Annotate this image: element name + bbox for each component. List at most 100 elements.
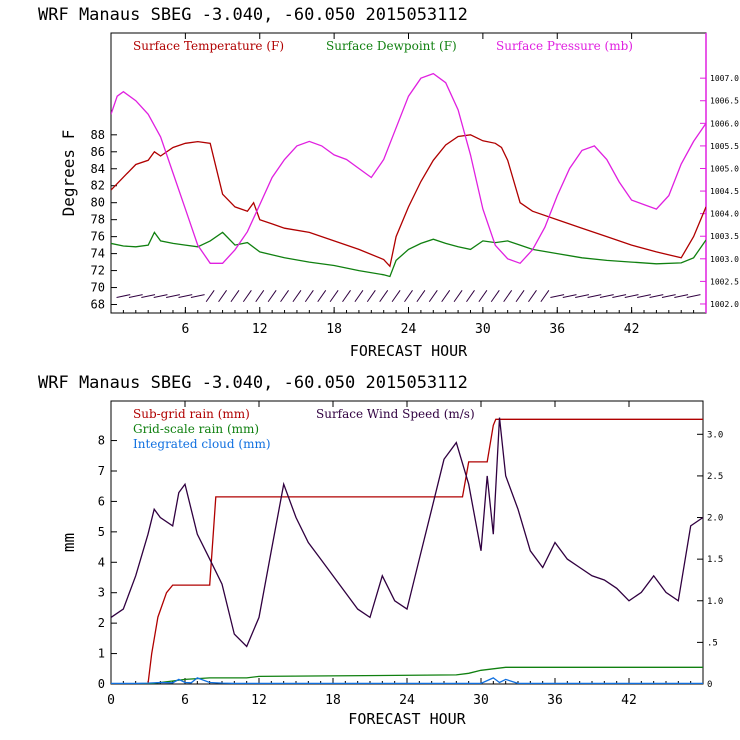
x-tick-label: 30 [473,693,489,708]
y-right-tick-label: 1003.5 [710,232,739,241]
wind-barb [575,294,589,298]
wind-barb [190,294,205,298]
wind-barb [166,294,180,298]
wind-barb [404,290,413,303]
wind-barb [366,290,376,303]
legend-item: Grid-scale rain (mm) [133,422,259,436]
wind-barb [490,290,500,303]
wind-barb [503,290,513,303]
x-tick-label: 36 [547,693,563,708]
y-tick-label: 70 [91,281,105,295]
x-tick-label: 24 [399,693,415,708]
series-line-surface-temperature-f [111,134,706,268]
y-tick-label: 82 [91,179,105,193]
y-right-tick-label: 1004.5 [710,187,739,196]
series-line-surface-dewpoint-f [111,231,706,278]
wind-barb [317,290,327,303]
legend-item: Surface Temperature (F) [133,39,284,53]
x-tick-label: 12 [252,322,268,337]
wind-barb [587,294,602,298]
wind-barb [292,290,302,303]
wind-barb [280,290,289,303]
wind-barb [686,294,701,298]
legend-item: Integrated cloud (mm) [133,437,271,451]
series-line-sub-grid-rain-mm [111,418,703,684]
y-right-tick-label: 1.5 [707,555,723,565]
x-tick-label: 6 [181,693,189,708]
series-line-surface-wind-speed-m-s [111,417,703,648]
wind-barb [453,290,463,303]
y-right-tick-label: 1006.5 [710,97,739,106]
y-tick-label: 80 [91,196,105,210]
wind-barb [562,294,577,298]
wind-barb [478,290,488,303]
x-tick-label: 24 [401,322,417,337]
y-tick-label: 6 [98,494,105,508]
y-tick-label: 68 [91,298,105,312]
wind-barb [141,294,156,298]
x-tick-label: 6 [181,322,189,337]
wind-barb [354,290,364,303]
y-tick-label: 7 [98,464,105,478]
wind-barb [128,294,143,298]
wind-barb [637,294,651,298]
wind-barb [540,290,550,303]
y-tick-label: 84 [91,162,105,176]
legend-item: Surface Dewpoint (F) [326,39,457,53]
y-tick-label: 88 [91,128,105,142]
wind-barb [428,290,438,303]
x-tick-label: 18 [326,322,342,337]
wind-barb [329,290,339,303]
wind-barb [550,294,565,298]
wind-barb [466,290,475,303]
series-line-surface-pressure-mb [111,72,706,265]
x-axis-label: FORECAST HOUR [348,710,466,728]
wind-barb [391,290,401,303]
wind-barb [661,294,676,298]
wind-barb [242,290,252,303]
chart-title: WRF Manaus SBEG -3.040, -60.050 20150531… [38,373,468,393]
chart-title: WRF Manaus SBEG -3.040, -60.050 20150531… [38,5,468,25]
y-tick-label: 4 [98,555,105,569]
y-right-tick-label: 0 [707,680,712,690]
y-right-tick-label: 1004.0 [710,210,739,219]
y-tick-label: 74 [91,247,105,261]
x-tick-label: 30 [475,322,491,337]
y-tick-label: 8 [98,434,105,448]
wind-barb [116,294,131,298]
wind-barb [528,290,537,303]
wind-barb [599,294,614,298]
y-right-tick-label: 1007.0 [710,74,739,83]
wind-barb [230,290,240,303]
y-right-tick-label: 1005.5 [710,142,739,151]
wind-barb [515,290,525,303]
x-axis-label: FORECAST HOUR [350,342,468,360]
y-right-tick-label: 3.0 [707,430,723,440]
legend-item: Sub-grid rain (mm) [133,407,250,421]
y-right-tick-label: 1005.0 [710,164,739,173]
y-right-tick-label: 2.0 [707,514,723,524]
wind-barb [674,294,689,298]
legend-item: Surface Pressure (mb) [496,39,633,53]
y-right-tick-label: 2.5 [707,472,723,482]
x-tick-label: 18 [325,693,341,708]
y-tick-label: 1 [98,647,105,661]
plot-frame [110,32,707,314]
y-tick-label: 0 [98,677,105,691]
y-tick-label: 2 [98,616,105,630]
wind-barb [218,290,227,303]
wind-barb [255,290,265,303]
series-line-integrated-cloud-mm [111,677,703,684]
y-right-tick-label: 1.0 [707,597,723,607]
y-right-tick-label: 1006.0 [710,119,739,128]
wind-barb [304,290,314,303]
wind-barb [624,294,639,298]
wind-barb [205,290,215,303]
y-tick-label: 78 [91,213,105,227]
y-right-tick-label: 1002.5 [710,277,739,286]
wind-barb [612,294,627,298]
x-tick-label: 0 [107,693,115,708]
y-right-tick-label: .5 [707,638,718,648]
